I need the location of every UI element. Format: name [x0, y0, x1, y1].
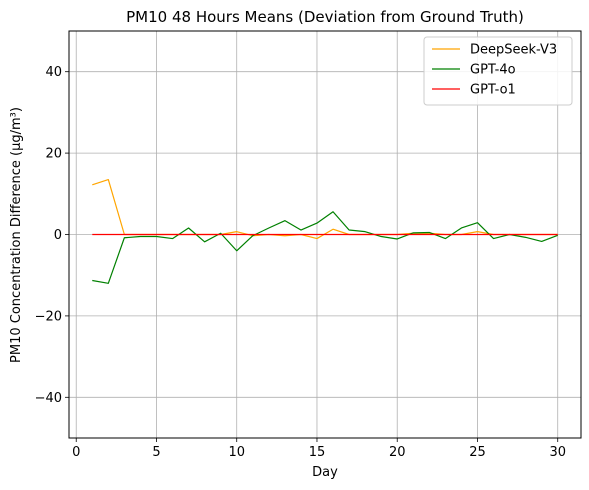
axis-ticks: 0 5 10 15 20 25 30 −40 −20 0 20 40: [35, 65, 566, 460]
y-tick-label: 0: [54, 228, 62, 243]
legend-box: [423, 36, 573, 106]
y-axis-label: PM10 Concentration Difference (µg/m³): [9, 107, 24, 363]
chart-title: PM10 48 Hours Means (Deviation from Grou…: [126, 8, 524, 26]
y-tick-label: −40: [35, 391, 62, 406]
series-lines: [92, 178, 558, 284]
x-tick-label: 10: [228, 445, 245, 460]
legend-label-gpt-o1: GPT-o1: [470, 83, 516, 98]
x-tick-label: 20: [389, 445, 406, 460]
x-tick-label: 5: [152, 445, 160, 460]
y-tick-label: 40: [45, 65, 62, 80]
y-tick-label: −20: [35, 309, 62, 324]
legend: DeepSeek-V3 GPT-4o GPT-o1: [423, 36, 573, 106]
legend-label-deepseek-v3: DeepSeek-V3: [470, 43, 557, 58]
x-axis-label: Day: [312, 465, 338, 480]
x-tick-label: 30: [549, 445, 566, 460]
x-tick-label: 25: [469, 445, 486, 460]
legend-label-gpt-4o: GPT-4o: [470, 63, 516, 78]
series-line-gpt-4o: [92, 211, 558, 284]
y-tick-label: 20: [45, 147, 62, 162]
x-tick-label: 15: [309, 445, 326, 460]
x-tick-label: 0: [72, 445, 80, 460]
